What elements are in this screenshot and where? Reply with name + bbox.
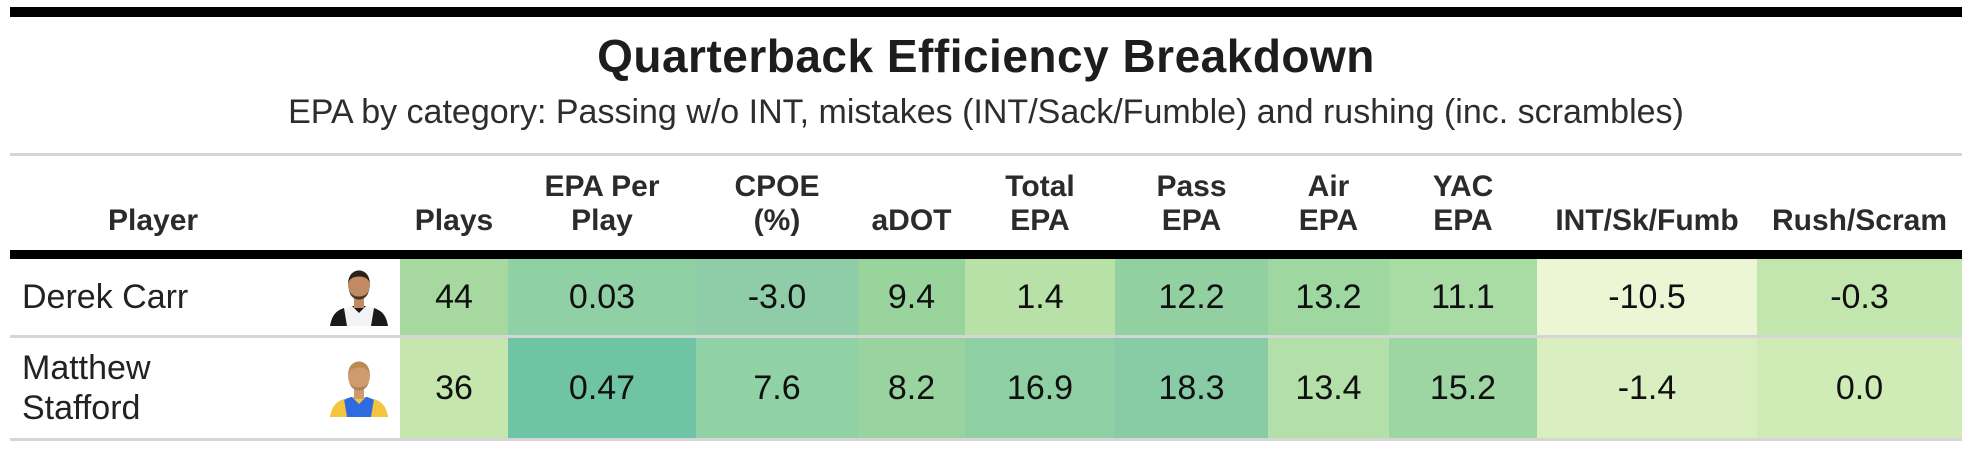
table-row: Derek Carr 44 0.03 -3.0 9.4 1.4 12.2 13.2 11.1 -1…	[10, 259, 1962, 338]
derek-carr-headshot-icon	[324, 268, 394, 326]
column-header-epa_per_play: EPA Per Play	[544, 170, 660, 237]
table-header-row: Player Plays EPA Per Play CPOE (%) aDOT Total EP…	[10, 156, 1962, 259]
stat-cell-rush_scram: 0.0	[1757, 338, 1962, 438]
column-header-rush_scram: Rush/Scram	[1771, 204, 1948, 237]
page-subtitle: EPA by category: Passing w/o INT, mistak…	[288, 93, 1684, 131]
stat-cell-plays: 44	[400, 259, 508, 335]
matthew-stafford-headshot-icon	[324, 359, 394, 417]
column-header-air_epa: Air EPA	[1298, 170, 1359, 237]
player-cell: Matthew Stafford	[10, 338, 400, 438]
column-header-plays: Plays	[414, 204, 494, 237]
stat-cell-cpoe_pct: -3.0	[696, 259, 858, 335]
table-row: Matthew Stafford 36 0.47 7.6 8.2 16.9 18.3 13.4…	[10, 338, 1962, 441]
column-header-int_sk_fumb: INT/Sk/Fumb	[1555, 204, 1739, 237]
player-name: Derek Carr	[22, 278, 189, 316]
page-title: Quarterback Efficiency Breakdown	[597, 30, 1375, 82]
stat-cell-int_sk_fumb: -1.4	[1537, 338, 1757, 438]
player-cell: Derek Carr	[10, 259, 400, 335]
stat-cell-total_epa: 1.4	[965, 259, 1115, 335]
stat-cell-cpoe_pct: 7.6	[696, 338, 858, 438]
stat-cell-air_epa: 13.4	[1268, 338, 1389, 438]
column-header-player: Player	[108, 204, 199, 237]
stat-cell-pass_epa: 18.3	[1115, 338, 1268, 438]
stat-cell-adot: 8.2	[858, 338, 965, 438]
stat-cell-int_sk_fumb: -10.5	[1537, 259, 1757, 335]
stat-cell-yac_epa: 15.2	[1389, 338, 1537, 438]
top-black-rule	[10, 7, 1962, 17]
player-name: Matthew Stafford	[22, 349, 151, 427]
stat-cell-epa_per_play: 0.03	[508, 259, 696, 335]
stat-cell-epa_per_play: 0.47	[508, 338, 696, 438]
table-body: Derek Carr 44 0.03 -3.0 9.4 1.4 12.2 13.2 11.1 -1…	[10, 259, 1962, 441]
stat-cell-yac_epa: 11.1	[1389, 259, 1537, 335]
column-header-yac_epa: YAC EPA	[1432, 170, 1494, 237]
stat-cell-air_epa: 13.2	[1268, 259, 1389, 335]
stat-cell-rush_scram: -0.3	[1757, 259, 1962, 335]
stat-cell-total_epa: 16.9	[965, 338, 1115, 438]
column-header-pass_epa: Pass EPA	[1156, 170, 1227, 237]
column-header-cpoe_pct: CPOE (%)	[734, 170, 820, 237]
column-header-adot: aDOT	[871, 204, 952, 237]
subtitle-divider	[10, 153, 1962, 156]
stat-cell-adot: 9.4	[858, 259, 965, 335]
qb-efficiency-table: Quarterback Efficiency Breakdown EPA by …	[0, 7, 1972, 441]
column-header-total_epa: Total EPA	[1005, 170, 1075, 237]
stat-cell-pass_epa: 12.2	[1115, 259, 1268, 335]
stat-cell-plays: 36	[400, 338, 508, 438]
